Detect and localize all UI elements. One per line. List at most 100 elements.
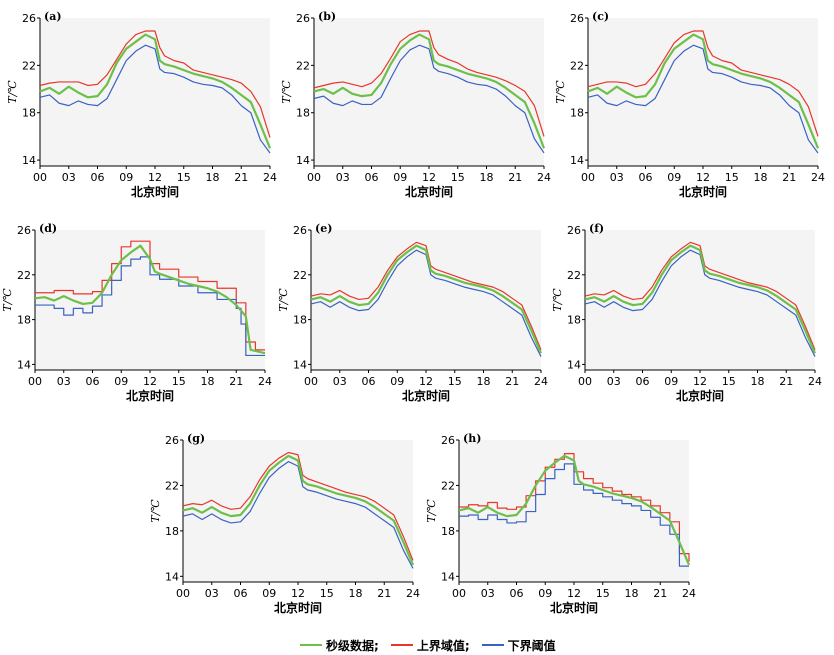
y-tick-label: 22 — [441, 479, 455, 492]
y-tick-label: 26 — [17, 224, 31, 237]
y-tick-label: 26 — [293, 224, 307, 237]
series-line-upper — [182, 451, 414, 561]
x-tick-label: 15 — [172, 375, 186, 388]
x-tick-label: 15 — [448, 375, 462, 388]
y-tick-label: 22 — [22, 59, 36, 72]
series-line-lower — [35, 256, 265, 357]
legend: 秒级数据; 上界域值; 下界阈值 — [300, 637, 568, 653]
y-tick-label: 14 — [165, 570, 179, 583]
chart-panel: 00 03 06 09 12 15 18 21 24 14 18 22 26 (g) 北京时间 T/℃ — [149, 432, 420, 615]
x-tick-label: 18 — [477, 375, 491, 388]
x-tick-label: 00 — [581, 171, 595, 184]
series-line-upper — [313, 30, 545, 137]
x-tick-label: 00 — [452, 587, 466, 600]
series-line-second — [39, 33, 272, 149]
x-tick-label: 24 — [258, 375, 272, 388]
y-tick-label: 18 — [17, 314, 31, 327]
x-tick-label: 18 — [349, 587, 363, 600]
y-tick-label: 26 — [165, 434, 179, 447]
panel-label: (d) — [39, 222, 57, 235]
x-tick-label: 03 — [481, 587, 495, 600]
panel-label: (g) — [187, 432, 205, 445]
x-tick-label: 03 — [205, 587, 219, 600]
y-tick-label: 18 — [441, 525, 455, 538]
y-axis-label: T/℃ — [425, 499, 438, 523]
panel-label: (b) — [318, 10, 336, 23]
chart-panel: 00 03 06 09 12 15 18 21 24 14 18 22 26 (f) 北京时间 T/℃ — [551, 222, 822, 403]
y-tick-label: 14 — [22, 154, 36, 167]
x-tick-label: 12 — [148, 171, 162, 184]
x-tick-label: 24 — [682, 587, 696, 600]
x-tick-label: 24 — [534, 375, 548, 388]
x-axis-label: 北京时间 — [550, 600, 598, 615]
x-tick-label: 12 — [143, 375, 157, 388]
panel-label: (e) — [315, 222, 332, 235]
x-tick-label: 06 — [234, 587, 248, 600]
x-tick-label: 21 — [377, 587, 391, 600]
x-tick-label: 00 — [28, 375, 42, 388]
y-axis-label: T/℃ — [280, 80, 293, 104]
legend-label-upper: 上界域值; — [416, 638, 470, 653]
x-tick-label: 15 — [451, 171, 465, 184]
x-axis-label: 北京时间 — [676, 388, 724, 403]
x-tick-label: 12 — [419, 375, 433, 388]
x-tick-label: 03 — [62, 171, 76, 184]
x-tick-label: 21 — [234, 171, 248, 184]
legend-item-second: 秒级数据; — [300, 637, 379, 654]
x-tick-label: 00 — [176, 587, 190, 600]
series-line-second — [34, 244, 266, 355]
x-tick-label: 24 — [406, 587, 420, 600]
chart-panel: 00 03 06 09 12 15 18 21 24 14 18 22 26 (b) 北京时间 T/℃ — [280, 10, 551, 199]
y-tick-label: 26 — [570, 12, 584, 25]
x-tick-label: 09 — [667, 171, 681, 184]
x-tick-label: 24 — [808, 375, 822, 388]
series-line-second — [458, 454, 691, 566]
x-tick-label: 06 — [639, 171, 653, 184]
x-tick-label: 24 — [263, 171, 277, 184]
series-line-lower — [39, 44, 271, 154]
x-tick-label: 15 — [596, 587, 610, 600]
series-line-lower — [459, 463, 689, 567]
y-axis-label: T/℃ — [6, 80, 19, 104]
series-line-lower — [587, 44, 819, 154]
y-axis-label: T/℃ — [149, 499, 162, 523]
chart-panel: 00 03 06 09 12 15 18 21 24 14 18 22 26 (d) 北京时间 T/℃ — [1, 222, 272, 403]
y-tick-label: 14 — [570, 154, 584, 167]
y-tick-label: 14 — [17, 358, 31, 371]
x-tick-label: 18 — [480, 171, 494, 184]
x-tick-label: 24 — [537, 171, 551, 184]
y-tick-label: 18 — [296, 107, 310, 120]
x-axis-label: 北京时间 — [126, 388, 174, 403]
x-tick-label: 03 — [57, 375, 71, 388]
y-axis-label: T/℃ — [277, 288, 290, 312]
x-tick-label: 21 — [779, 375, 793, 388]
y-tick-label: 18 — [570, 107, 584, 120]
y-tick-label: 18 — [567, 314, 581, 327]
chart-panel: 00 03 06 09 12 15 18 21 24 14 18 22 26 (e) 北京时间 T/℃ — [277, 222, 548, 403]
x-tick-label: 09 — [393, 171, 407, 184]
x-tick-label: 15 — [722, 375, 736, 388]
panel-label: (h) — [463, 432, 481, 445]
y-tick-label: 26 — [22, 12, 36, 25]
legend-item-lower: 下界阈值 — [481, 637, 556, 654]
series-line-second — [182, 454, 415, 566]
legend-swatch-second — [300, 644, 322, 646]
chart-panel: 00 03 06 09 12 15 18 21 24 14 18 22 26 (c) 北京时间 T/℃ — [554, 10, 825, 199]
x-tick-label: 21 — [653, 587, 667, 600]
chart-panel: 00 03 06 09 12 15 18 21 24 14 18 22 26 (h) 北京时间 T/℃ — [425, 432, 696, 615]
x-tick-label: 18 — [206, 171, 220, 184]
y-tick-label: 14 — [441, 570, 455, 583]
x-tick-label: 21 — [229, 375, 243, 388]
x-tick-label: 06 — [510, 587, 524, 600]
series-line-second — [313, 33, 546, 149]
y-tick-label: 14 — [293, 358, 307, 371]
x-tick-label: 12 — [693, 375, 707, 388]
x-tick-label: 09 — [119, 171, 133, 184]
x-tick-label: 18 — [751, 375, 765, 388]
panel-label: (f) — [589, 222, 604, 235]
y-tick-label: 14 — [567, 358, 581, 371]
x-tick-label: 12 — [291, 587, 305, 600]
y-tick-label: 18 — [165, 525, 179, 538]
series-line-lower — [313, 44, 545, 154]
